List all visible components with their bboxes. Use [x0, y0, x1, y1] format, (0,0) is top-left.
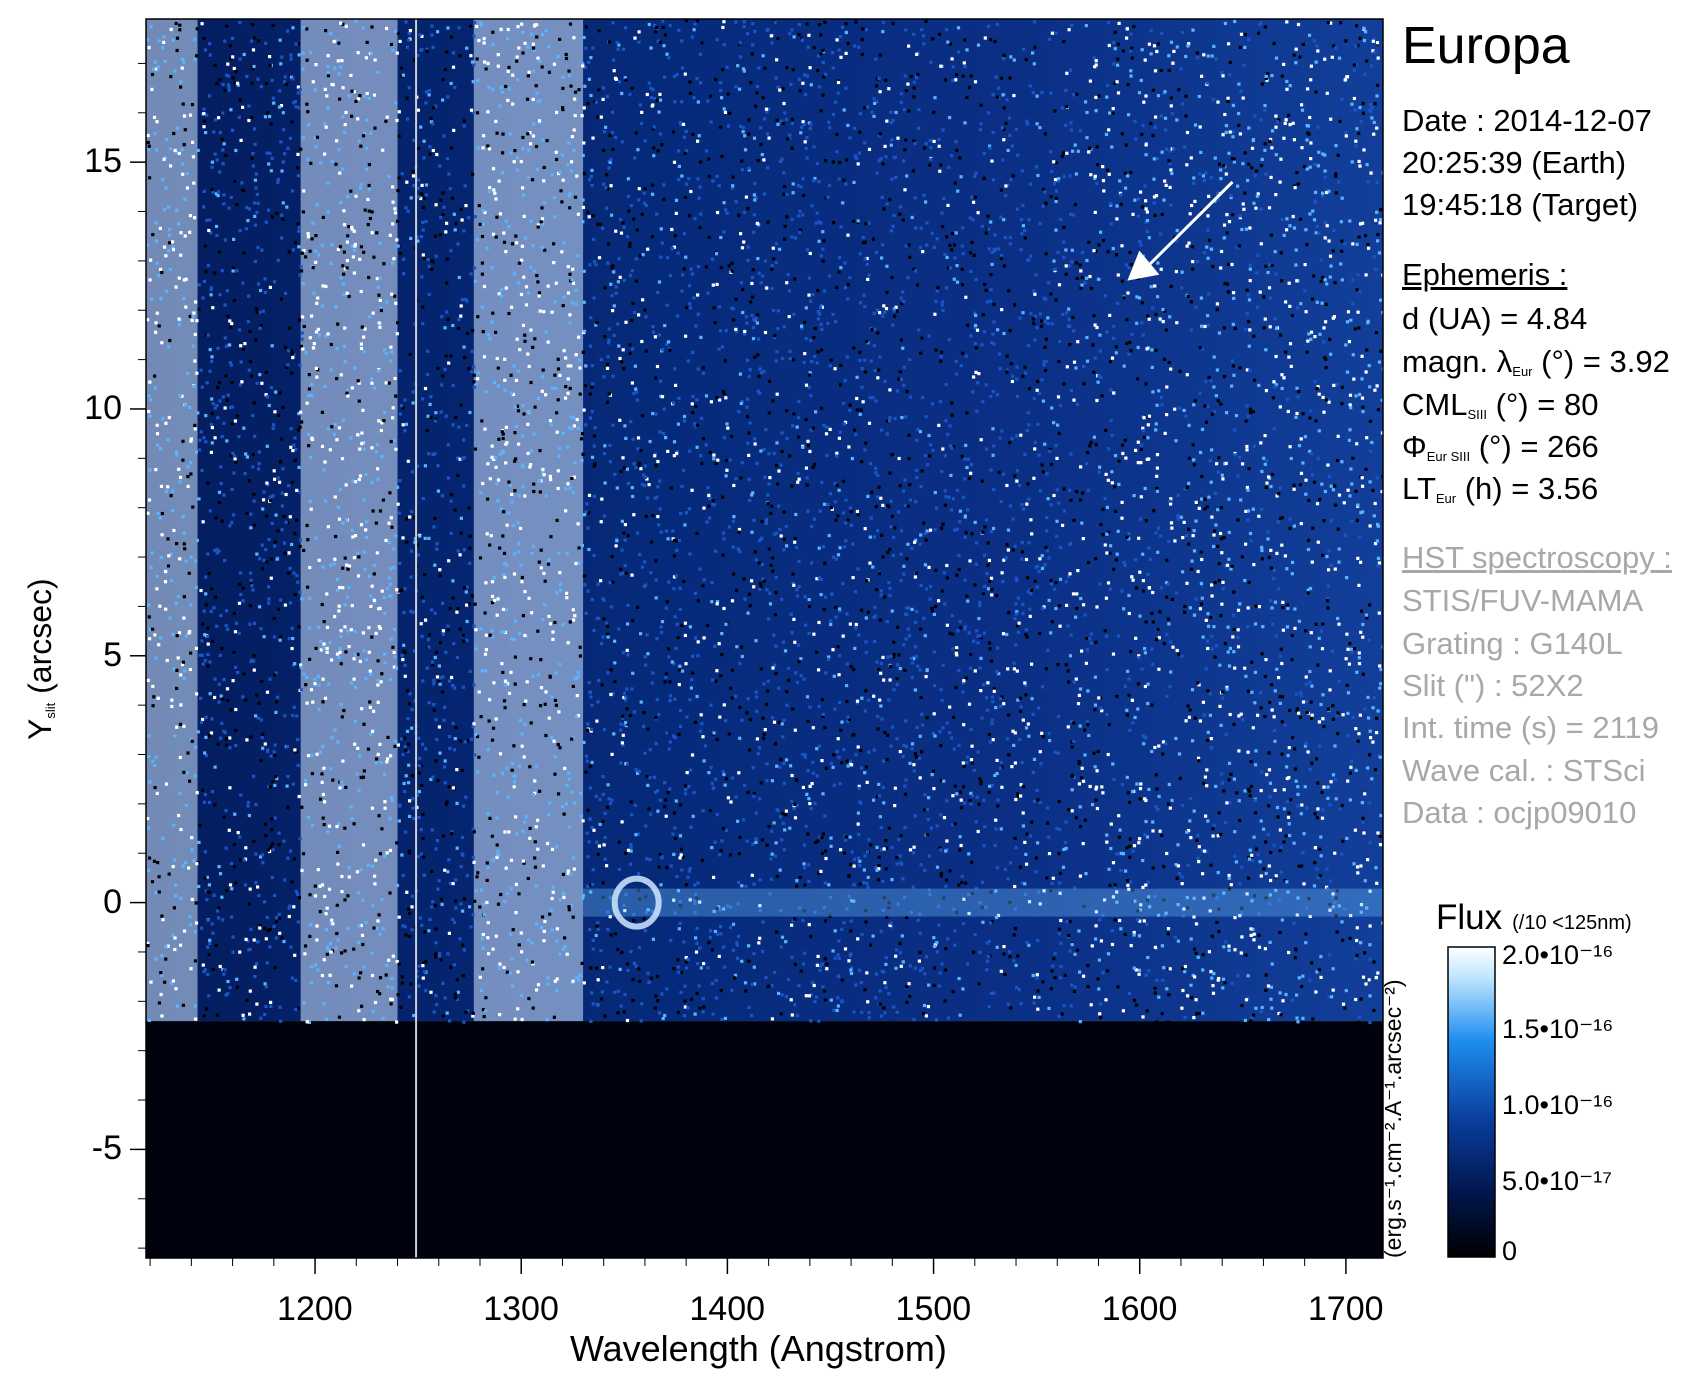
hst-int-time: Int. time (s) = 2119 [1402, 710, 1660, 745]
y-tick-label-15: 15 [84, 142, 122, 181]
colorbar-label-5e17: 5.0•10⁻¹⁷ [1502, 1166, 1613, 1196]
hst-grating: Grating : G140L [1402, 626, 1623, 661]
arrow-head [1127, 250, 1160, 281]
ephemeris-lt: LTEur (h) = 3.56 [1402, 471, 1599, 506]
x-tick-label-1400: 1400 [689, 1290, 766, 1328]
earth-time: 20:25:39 (Earth) [1402, 145, 1627, 180]
lower-dark-region [146, 1021, 1383, 1258]
hst-slit: Slit (") : 52X2 [1402, 668, 1584, 703]
y-tick-label-5: 5 [103, 635, 122, 674]
heatmap-image [146, 19, 1383, 1258]
oi-1356-emission [611, 875, 662, 930]
colorbar-title: Flux (/10 <125nm) [1436, 898, 1632, 937]
x-axis-title: Wavelength (Angstrom) [570, 1328, 947, 1369]
colorbar-label-zero: 0 [1502, 1236, 1518, 1266]
y-tick-label-0: 0 [103, 882, 122, 921]
x-tick-label-1200: 1200 [277, 1290, 353, 1328]
colorbar-label-1p0: 1.0•10⁻¹⁶ [1502, 1090, 1614, 1120]
ephemeris-heading: Ephemeris : [1402, 257, 1568, 292]
bright-band-3 [473, 19, 584, 1022]
bright-band-2 [300, 19, 398, 1022]
hst-heading: HST spectroscopy : [1402, 540, 1672, 575]
bright-band-1 [146, 19, 198, 1022]
x-tick-label-1700: 1700 [1307, 1290, 1384, 1328]
target-time: 19:45:18 (Target) [1402, 187, 1639, 222]
ephemeris-phi: ΦEur SIII (°) = 266 [1402, 429, 1599, 464]
hst-data: Data : ocjp09010 [1402, 795, 1637, 830]
colorbar-label-1p5: 1.5•10⁻¹⁶ [1502, 1014, 1614, 1044]
date-line: Date : 2014-12-07 [1402, 103, 1652, 138]
ephemeris-cml: CMLSIII (°) = 80 [1402, 387, 1599, 422]
ephemeris-magn-lat: magn. λEur (°) = 3.92 [1402, 344, 1670, 379]
plot-frame [145, 18, 1384, 1259]
y-axis-title: Yslit (arcsec) [22, 578, 58, 740]
ephemeris-distance: d (UA) = 4.84 [1402, 301, 1588, 336]
colorbar-unit: (erg.s⁻¹.cm⁻².A⁻¹.arcsec⁻²) [1380, 979, 1406, 1258]
hst-instrument: STIS/FUV-MAMA [1402, 583, 1644, 618]
target-title: Europa [1402, 17, 1570, 75]
x-tick-label-1500: 1500 [895, 1290, 972, 1328]
x-tick-label-1300: 1300 [483, 1290, 559, 1328]
colorbar-label-max: 2.0•10⁻¹⁶ [1502, 940, 1614, 970]
hst-wave-cal: Wave cal. : STSci [1402, 753, 1646, 788]
continuum-emission [583, 888, 1383, 917]
arrow-shaft [1142, 180, 1234, 272]
y-tick-label--5: -5 [91, 1129, 122, 1168]
x-tick-label-1600: 1600 [1101, 1290, 1178, 1328]
colorbar [1447, 946, 1496, 1258]
y-tick-label-10: 10 [84, 388, 122, 427]
axis-ticks [130, 62, 1347, 1274]
